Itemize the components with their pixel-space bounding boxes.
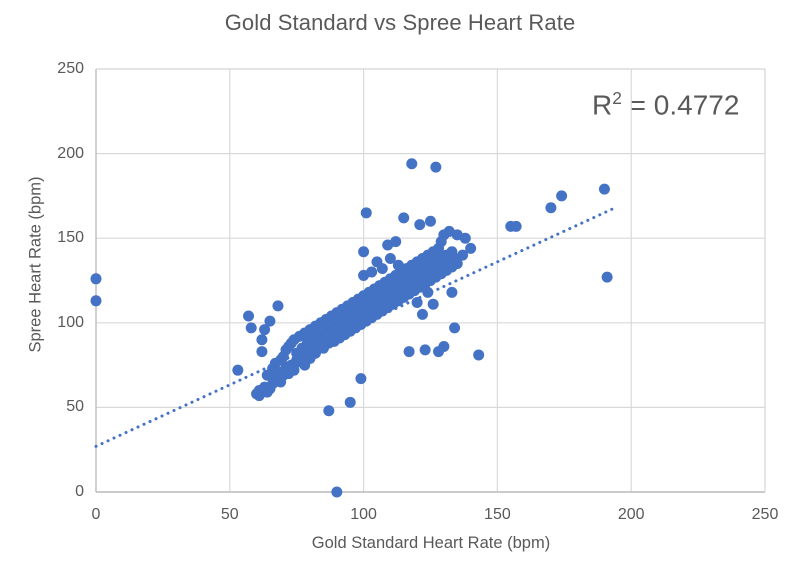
data-point (430, 161, 442, 173)
data-point (256, 346, 268, 358)
data-point (90, 273, 102, 285)
data-point (90, 295, 102, 307)
data-point (384, 253, 396, 265)
data-point (598, 183, 610, 195)
data-point (360, 207, 372, 219)
data-point (419, 344, 431, 356)
data-markers (90, 158, 613, 498)
data-point (465, 242, 477, 254)
data-point (601, 271, 613, 283)
x-axis-title: Gold Standard Heart Rate (bpm) (311, 534, 551, 552)
data-point (259, 324, 271, 336)
data-point (427, 298, 439, 310)
data-point (411, 296, 423, 308)
data-point (376, 263, 388, 275)
x-tick-label: 100 (350, 506, 377, 523)
y-tick-label: 50 (66, 398, 84, 416)
data-point (438, 340, 450, 352)
data-point (406, 158, 418, 170)
data-point (414, 219, 426, 231)
data-point (403, 346, 415, 358)
data-point (355, 373, 367, 385)
x-tick-label: 150 (484, 506, 511, 523)
data-point (264, 315, 276, 327)
data-point (323, 405, 335, 417)
x-tick-label: 250 (751, 506, 779, 523)
data-point (459, 232, 471, 244)
data-point (232, 364, 244, 376)
data-point (510, 220, 522, 232)
data-point (473, 349, 485, 361)
data-point (331, 486, 343, 498)
data-point (416, 308, 428, 320)
y-tick-label: 150 (57, 229, 84, 247)
data-point (425, 215, 436, 227)
data-point (344, 396, 356, 408)
data-point (390, 236, 402, 248)
r-squared-value: = 0.4772 (621, 89, 740, 121)
data-point (457, 249, 469, 261)
data-point (243, 310, 255, 322)
y-tick-label: 0 (75, 483, 84, 500)
data-point (272, 300, 284, 312)
trendline (94, 206, 617, 448)
data-point (422, 286, 434, 298)
data-point (446, 286, 458, 298)
data-point (451, 258, 463, 270)
data-point (449, 322, 461, 334)
r-squared-prefix: R (592, 89, 613, 121)
x-tick-label: 0 (91, 506, 101, 523)
r-squared-exponent: 2 (612, 88, 622, 108)
x-tick-label: 50 (220, 506, 239, 523)
axis-lines (95, 68, 766, 493)
x-tick-label: 200 (617, 506, 645, 523)
y-tick-label: 250 (57, 60, 84, 77)
chart-title: Gold Standard vs Spree Heart Rate (224, 10, 576, 35)
data-point (288, 364, 300, 376)
data-point (545, 202, 557, 214)
data-point (398, 212, 410, 224)
y-tick-label: 100 (57, 313, 84, 331)
data-point (358, 246, 370, 258)
r-squared-annotation: R2 = 0.4772 (592, 88, 739, 121)
data-point (245, 322, 257, 334)
data-point (556, 190, 568, 202)
data-point (366, 266, 378, 278)
data-point (256, 334, 268, 346)
y-tick-label: 200 (57, 144, 84, 162)
